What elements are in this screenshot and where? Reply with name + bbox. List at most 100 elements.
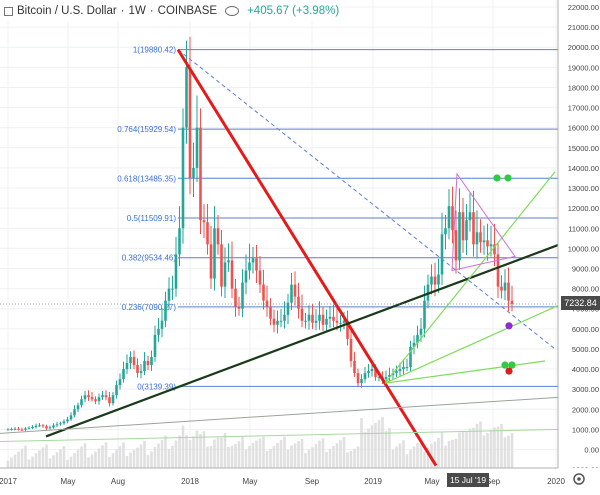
collapse-icon[interactable] xyxy=(4,6,13,16)
candle-body xyxy=(496,254,500,287)
candle-body xyxy=(20,429,24,431)
candle-body xyxy=(171,288,174,290)
marker-dot xyxy=(508,361,516,369)
volume-bar xyxy=(69,456,73,468)
candle-body xyxy=(223,262,227,287)
candle-body xyxy=(17,428,20,430)
volume-bar xyxy=(220,437,223,468)
y-tick-label: 15000.00 xyxy=(568,144,599,153)
candle-body xyxy=(45,426,48,429)
candle-body xyxy=(437,274,440,285)
volume-bar xyxy=(489,429,493,468)
x-tick-label: May xyxy=(424,477,439,486)
volume-bar xyxy=(479,421,482,468)
volume-bar xyxy=(24,445,27,468)
trend-drawings[interactable] xyxy=(0,48,561,467)
marker-dot xyxy=(493,174,501,182)
volume-bar xyxy=(377,419,381,468)
volume-bar xyxy=(192,436,195,468)
y-tick-label: 4000.00 xyxy=(572,365,599,374)
candle-body xyxy=(244,270,248,283)
candle-body xyxy=(62,421,66,424)
y-tick-label: 10000.00 xyxy=(568,244,599,253)
marker-dot xyxy=(501,361,509,369)
eye-off-icon[interactable] xyxy=(225,6,240,16)
x-tick-label: Sep xyxy=(305,477,320,486)
candle-body xyxy=(339,322,342,324)
candle-body xyxy=(423,300,426,329)
settings-gear-icon[interactable] xyxy=(573,473,585,485)
symbol-title[interactable]: Bitcoin / U.S. Dollar xyxy=(17,5,117,17)
y-tick-label: 14000.00 xyxy=(568,164,599,173)
candle-body xyxy=(507,282,510,301)
volume-bar xyxy=(447,441,451,468)
volume-bar xyxy=(73,453,76,468)
fib-level-label: 0.764(15929.54) xyxy=(117,125,176,134)
volume-bar xyxy=(451,439,454,468)
volume-bar xyxy=(461,431,465,468)
y-tick-label: 16000.00 xyxy=(568,124,599,133)
candle-body xyxy=(143,361,146,372)
candle-body xyxy=(430,276,433,285)
volume-bar xyxy=(223,432,227,468)
candle-body xyxy=(290,284,293,303)
volume-bar xyxy=(493,427,496,468)
volume-bar xyxy=(94,451,97,468)
volume-bar xyxy=(503,437,507,468)
candle-body xyxy=(503,282,507,291)
candle-body xyxy=(342,320,346,323)
candle-body xyxy=(356,373,360,384)
volume-bar xyxy=(304,453,307,468)
fib-level-label: 0.382(9534.46) xyxy=(122,254,177,263)
candle-body xyxy=(297,296,300,309)
candle-body xyxy=(13,428,17,430)
candle-body xyxy=(258,270,262,285)
volume-bar xyxy=(115,449,118,468)
volume-bar xyxy=(391,449,395,468)
candle-body xyxy=(209,244,213,279)
x-tick-label: May xyxy=(242,477,257,486)
volume-bar xyxy=(507,435,510,468)
candle-body xyxy=(192,167,195,178)
candle-body xyxy=(395,371,398,374)
volume-bar xyxy=(139,444,143,468)
candle-body xyxy=(195,127,199,168)
volume-bar xyxy=(41,447,45,468)
candle-body xyxy=(328,316,332,319)
volume-bar xyxy=(405,454,409,468)
candle-body xyxy=(174,254,178,289)
candle-body xyxy=(349,338,353,361)
candle-body xyxy=(346,320,349,339)
volume-bar xyxy=(272,446,276,468)
candle-body xyxy=(52,425,55,428)
volume-bar xyxy=(339,440,342,468)
volume-bar xyxy=(157,443,160,468)
volume-bar xyxy=(237,441,241,468)
candle-body xyxy=(118,379,122,386)
volume-bar xyxy=(111,453,115,468)
candle-body xyxy=(97,397,101,402)
volume-bar xyxy=(143,440,146,468)
candle-body xyxy=(279,320,283,322)
fib-retracement[interactable]: 1(19880.42) 0.764(15929.54) 0.618(13485.35… xyxy=(117,46,558,392)
volume-bar xyxy=(248,445,251,468)
candle-body xyxy=(136,365,139,374)
candle-body xyxy=(465,220,468,241)
volume-bar xyxy=(279,440,283,468)
candle-body xyxy=(87,395,90,398)
volume-bar xyxy=(62,446,66,468)
volume-bar xyxy=(423,451,426,468)
candle-body xyxy=(206,222,209,245)
volume-bar xyxy=(213,439,216,468)
volume-bar xyxy=(360,418,363,468)
candle-body xyxy=(353,361,356,374)
candle-body xyxy=(493,244,496,255)
candle-body xyxy=(314,320,318,323)
volume-bar xyxy=(444,445,447,468)
volume-bar xyxy=(146,455,150,468)
x-tick-label: Aug xyxy=(111,477,125,486)
interval-label[interactable]: 1W xyxy=(128,5,146,17)
volume-bar xyxy=(346,452,349,468)
